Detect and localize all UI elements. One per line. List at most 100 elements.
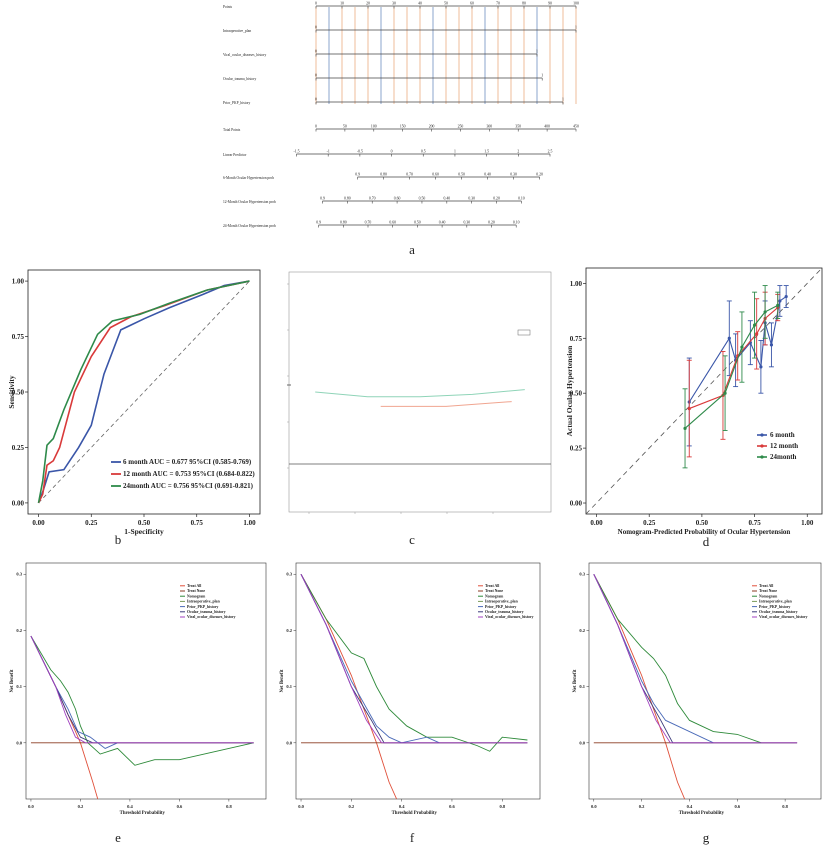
x-tick-label: 0.4 [127,804,133,809]
roc-curve [37,280,250,504]
legend-label: 24month AUC = 0.756 95%CI (0.691-0.821) [123,482,254,490]
dca-panel-f: 0.0 0.2 0.4 0.6 0.8 0.0 0.1 0.2 0.3 Threshold Pro… [280,562,541,816]
x-tick-label: 0.00 [32,519,45,527]
mini-legend [517,329,531,336]
dca-panel-g: 0.0 0.2 0.4 0.6 0.8 0.0 0.1 0.2 0.3 Threshold Pro… [573,562,822,816]
nomogram-tick-label: 0 [315,2,317,6]
legend-marker [760,455,764,459]
calibration-series [686,291,781,458]
calibration-point [769,343,774,347]
x-tick-label: 0.2 [78,804,84,809]
x-tick-label: 0.4 [399,804,405,809]
nomogram-tick-label: 0.30 [463,221,470,225]
legend-marker [760,433,764,437]
y-axis-label: Net Benefit [280,669,285,692]
nomogram-tick-label: 0.60 [389,221,396,225]
dca-lines [30,635,254,799]
x-tick-label: 0.0 [28,804,34,809]
legend-label: Viral_ocular_diseases_history [759,615,808,619]
x-axis-label: Threshold Probability [120,811,166,816]
nomogram-row: Viral_ocular_diseases_history 0 1 [223,50,538,58]
panel-label-f: f [410,830,415,845]
y-tick-label: 0.1 [16,684,22,689]
x-axis-label: Nomogram-Predicted Probability of Ocular… [618,528,791,536]
calibration-line [689,307,779,410]
x-tick-label: 0.6 [734,804,740,809]
nomogram-tick-label: 0.50 [414,221,421,225]
calibration-line [684,304,779,429]
nomogram-tick-label: 0.80 [344,197,351,201]
nomogram-tick-label: 50 [343,125,347,129]
nomogram-row: 6-Month Ocular Hypertension prob 0.9 0.80 0… [223,173,543,181]
x-tick-label: 0.25 [643,519,656,527]
nomogram-tick-label: 1 [575,26,577,30]
y-tick-label: 0.00 [570,500,583,508]
x-tick-label: 0.75 [191,519,204,527]
calibration-point [784,294,788,299]
nomogram-tick-label: 2 [517,150,519,154]
nomogram-tick-label: 0 [391,150,393,154]
nomogram-row: 12-Month Ocular Hypertension prob 0.9 0.80… [223,197,525,205]
y-tick-label: 0.0 [579,740,585,745]
calibration-point [778,299,782,303]
legend-label: Viral_ocular_diseases_history [187,615,236,619]
dca-curve [300,574,528,744]
legend-label: Ocular_trauma_history [485,610,524,614]
legend-label: Treat None [485,589,503,593]
dca-lines [300,574,528,799]
legend-label: Nomogram [759,594,778,598]
nomogram-tick-label: 300 [486,125,492,129]
nomogram-tick-label: 250 [458,125,464,129]
calibration-point [683,426,687,430]
faint-curve [315,389,525,398]
dca-curve [593,574,762,744]
nomogram-row-label: Ocular_trauma_history [223,77,257,81]
x-axis-label: Threshold Probability [679,811,725,816]
nomogram-tick-label: 50 [444,2,448,6]
nomogram-row-label: Points [223,5,233,9]
y-tick-label: 0.3 [579,572,585,577]
dca-lines [593,574,798,799]
nomogram-tick-label: 0.10 [513,221,520,225]
nomogram-tick-label: 90 [548,2,552,6]
x-tick-label: 0.8 [226,804,232,809]
y-axis-label: Net Benefit [573,669,578,692]
nomogram-tick-label: -1.5 [293,150,299,154]
nomogram-tick-label: 0.10 [518,197,525,201]
legend-label: Treat None [759,589,777,593]
nomogram-tick-label: 100 [573,2,579,6]
faint-curve [380,401,512,407]
calibration-panel-d: 0.00 0.25 0.50 0.75 1.00 0.00 0.25 0.50 0.75 1.00… [565,267,823,536]
x-axis-label: Threshold Probability [392,811,438,816]
panel-label-e: e [115,830,121,845]
nomogram-tick-label: 150 [400,125,406,129]
roc-curve [37,280,250,504]
nomogram-tick-label: 200 [429,125,435,129]
nomogram-tick-label: 0.40 [439,221,446,225]
nomogram-tick-label: 1.5 [484,150,489,154]
nomogram-tick-label: 400 [544,125,550,129]
y-tick-label: 0.50 [570,390,583,398]
x-tick-label: 0.0 [591,804,597,809]
y-tick-label: 0.75 [570,335,583,343]
y-axis-label: Sensitivity [7,375,16,409]
nomogram-row-label: 6-Month Ocular Hypertension prob [223,176,274,180]
nomogram-tick-label: 0 [315,125,317,129]
y-axis-label: Net Benefit [10,669,15,692]
y-tick-label: 0.50 [12,389,25,397]
nomogram-tick-label: 0.30 [510,173,517,177]
legend-label: Ocular_trauma_history [759,610,798,614]
nomogram-tick-label: 0.70 [365,221,372,225]
calibration-point [776,303,780,307]
x-tick-label: 0.75 [748,519,761,527]
nomogram-tick-label: 70 [496,2,500,6]
dca-curve [593,574,798,744]
nomogram-row-label: Linear Predictor [223,153,247,157]
panel-label-a: a [409,242,415,257]
legend-label: Ocular_trauma_history [187,610,226,614]
nomogram-tick-label: 0.50 [458,173,465,177]
nomogram-tick-label: -0.5 [357,150,363,154]
nomogram-tick-label: 2.5 [548,150,553,154]
nomogram-tick-label: 1 [541,74,543,78]
